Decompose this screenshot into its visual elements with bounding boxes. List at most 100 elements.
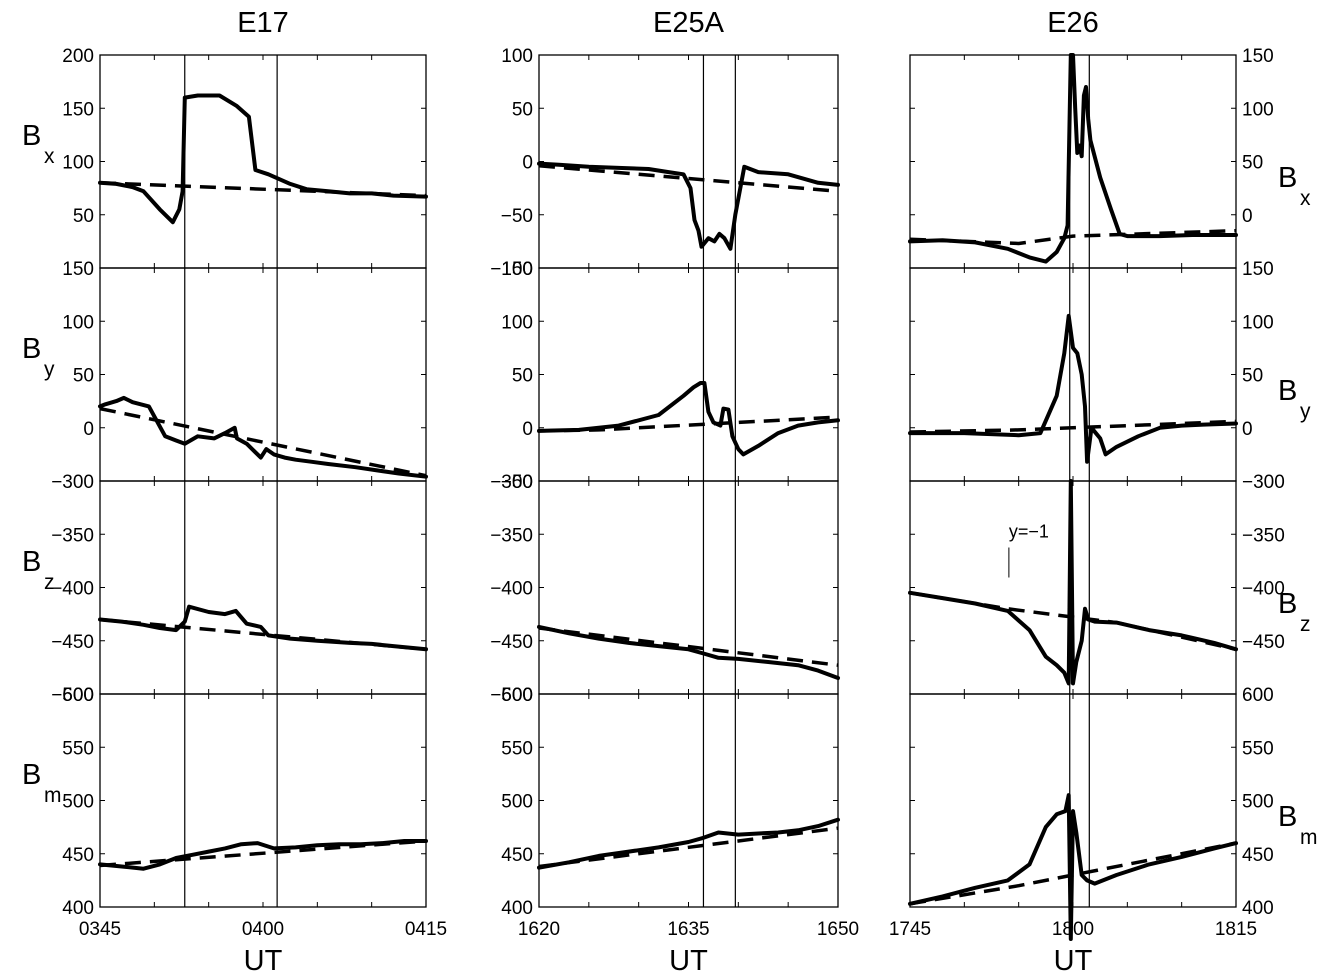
- field-data-line: [98, 93, 428, 225]
- y-tick-label: 450: [501, 845, 533, 866]
- chart-title: E25A: [653, 7, 725, 39]
- y-axis-label-subscript: x: [1300, 187, 1311, 210]
- y-tick-label: 400: [1242, 898, 1274, 919]
- y-tick-label: 0: [522, 153, 533, 174]
- panel-bz: −500 −450 −400 −350 −300 Bz: [22, 472, 428, 706]
- y-tick-label: 50: [73, 366, 94, 387]
- y-tick-label: 600: [1242, 685, 1274, 706]
- background-trend-line: [909, 228, 1237, 246]
- field-data-line: [98, 604, 428, 652]
- y-tick-label: 50: [1242, 366, 1263, 387]
- chart-title: E26: [1047, 7, 1099, 39]
- panel-row-2: −50 0 50 100 150: [501, 259, 840, 493]
- panel-frame: [99, 480, 427, 695]
- chart-column-e26: E26 0 50 100 150 Bx 0 50 100 150 By −450 −400 −350 −30…: [889, 7, 1318, 977]
- y-tick-label: 100: [1242, 312, 1274, 333]
- y-axis-label: B: [1278, 162, 1297, 194]
- background-trend-line: [99, 839, 427, 868]
- y-axis-label: B: [22, 120, 41, 152]
- y-axis-label-subscript: z: [44, 571, 55, 594]
- background-trend-line: [99, 406, 427, 478]
- panel-frame: [909, 693, 1237, 908]
- y-tick-label: 100: [501, 312, 533, 333]
- field-data-line: [537, 161, 840, 251]
- chart-column-e25a: E25A−100−50050100−50050100150−500−450−40…: [490, 7, 859, 977]
- y-tick-label: −400: [490, 579, 533, 600]
- y-axis-label: B: [1278, 801, 1297, 833]
- y-tick-label: 100: [62, 153, 94, 174]
- field-data-line: [908, 479, 1238, 686]
- y-axis-label-subscript: m: [1300, 826, 1318, 849]
- y-tick-label: −450: [490, 632, 533, 653]
- background-trend-line: [538, 164, 839, 194]
- panel-row-1: −100 −50 0 50 100: [490, 46, 840, 280]
- y-tick-label: 600: [501, 685, 533, 706]
- panel-frame: [538, 480, 839, 695]
- panel-bm: 400 450 500 550 600 Bm: [22, 685, 428, 919]
- background-trend-line: [538, 626, 839, 667]
- y-tick-label: −450: [51, 632, 94, 653]
- y-tick-label: 500: [62, 792, 94, 813]
- y-axis-label-subscript: y: [44, 358, 55, 381]
- x-tick-label: 1745: [889, 919, 931, 940]
- x-tick-label: 1635: [667, 919, 709, 940]
- panel-bm: 400 450 500 550 600 Bm: [908, 685, 1318, 941]
- y-tick-label: −300: [51, 472, 94, 493]
- background-trend-line: [538, 415, 839, 433]
- x-tick-label: 0400: [242, 919, 284, 940]
- y-axis-label: B: [22, 546, 41, 578]
- y-axis-label-subscript: y: [1300, 400, 1311, 423]
- panel-bx: 0 50 100 150 Bx: [908, 46, 1311, 269]
- y-tick-label: 50: [1242, 153, 1263, 174]
- y-tick-label: −500: [51, 685, 94, 706]
- field-data-line: [908, 53, 1238, 264]
- panel-bx: 50 100 150 200 Bx: [22, 46, 428, 269]
- panel-row-3: −500 −450 −400 −350 −300: [490, 472, 840, 706]
- panel-frame: [99, 693, 427, 908]
- x-axis-label: UT: [669, 945, 708, 977]
- y-tick-label: 450: [1242, 845, 1274, 866]
- y-tick-label: −400: [51, 579, 94, 600]
- x-tick-label: 1800: [1052, 919, 1094, 940]
- panel-frame: [538, 267, 839, 482]
- y-tick-label: 150: [62, 99, 94, 120]
- background-trend-line: [99, 181, 427, 198]
- y-tick-label: 400: [501, 898, 533, 919]
- y-axis-label-subscript: z: [1300, 613, 1311, 636]
- y-tick-label: 150: [501, 259, 533, 280]
- y-tick-label: 0: [1242, 419, 1253, 440]
- y-axis-label: B: [22, 759, 41, 791]
- chart-column-e17: E1750100150200Bx050100150By−500−450−400−…: [22, 7, 447, 977]
- panel-frame: [99, 267, 427, 482]
- background-trend-line: [909, 841, 1237, 906]
- y-tick-label: 50: [73, 206, 94, 227]
- y-tick-label: −350: [51, 525, 94, 546]
- y-tick-label: 150: [1242, 46, 1274, 67]
- x-axis-label: UT: [244, 945, 283, 977]
- y-tick-label: −300: [490, 472, 533, 493]
- y-tick-label: 100: [1242, 99, 1274, 120]
- y-tick-label: 500: [501, 792, 533, 813]
- y-tick-label: −50: [501, 472, 533, 493]
- panel-frame: [909, 267, 1237, 482]
- y-tick-label: −500: [490, 685, 533, 706]
- panel-frame: [538, 54, 839, 269]
- panel-frame: [99, 54, 427, 269]
- y-tick-label: 0: [522, 419, 533, 440]
- x-axis-label: UT: [1054, 945, 1093, 977]
- y-tick-label: −350: [490, 525, 533, 546]
- y-tick-label: 100: [501, 46, 533, 67]
- annotation-label: y=−1: [1009, 522, 1049, 542]
- y-tick-label: 150: [62, 259, 94, 280]
- y-tick-label: −100: [490, 259, 533, 280]
- x-tick-label: 1650: [817, 919, 859, 940]
- panel-by: 0 50 100 150 By: [22, 259, 428, 482]
- chart-title: E17: [237, 7, 289, 39]
- background-trend-line: [909, 591, 1237, 652]
- field-data-line: [537, 817, 840, 870]
- y-tick-label: 0: [1242, 206, 1253, 227]
- y-tick-label: 400: [62, 898, 94, 919]
- y-tick-label: −300: [1242, 472, 1285, 493]
- field-data-line: [537, 624, 840, 680]
